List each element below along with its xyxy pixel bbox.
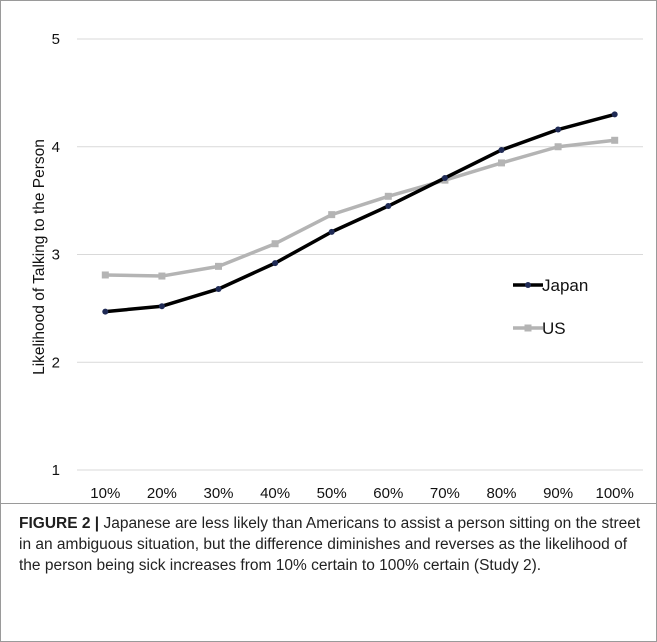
caption-divider: [1, 503, 656, 504]
y-axis-ticks: 1 2 3 4 5: [52, 31, 60, 479]
figure-label: FIGURE 2 |: [19, 515, 100, 532]
y-axis-title: Likelihood of Talking to the Person: [31, 139, 48, 375]
data-point-japan: [215, 285, 222, 292]
data-point-us: [158, 272, 166, 280]
x-tick-label: 40%: [260, 485, 290, 501]
data-point-japan: [158, 303, 165, 310]
data-point-japan: [102, 308, 109, 315]
legend-item-japan: Japan: [513, 276, 588, 295]
legend-marker-us: [524, 324, 532, 332]
series-japan: [102, 111, 618, 315]
y-tick-label: 4: [52, 139, 60, 156]
legend-label-us: US: [542, 319, 566, 338]
legend-item-us: US: [513, 319, 566, 338]
data-point-us: [101, 271, 109, 279]
data-point-us: [611, 136, 619, 144]
legend-label-japan: Japan: [542, 276, 588, 295]
data-point-japan: [385, 203, 392, 210]
y-tick-label: 5: [52, 31, 60, 48]
x-tick-label: 80%: [486, 485, 516, 501]
x-tick-label: 50%: [317, 485, 347, 501]
x-tick-label: 30%: [203, 485, 233, 501]
data-point-japan: [555, 126, 562, 133]
data-point-us: [384, 192, 392, 200]
x-tick-label: 10%: [90, 485, 120, 501]
series-line-us: [105, 138, 615, 278]
series-us: [101, 136, 619, 280]
line-chart: 1 2 3 4 5 10% 20% 30% 40% 50% 60% 70% 80% 90% 100% Li…: [31, 31, 643, 501]
x-tick-label: 100%: [596, 485, 634, 501]
figure-caption: FIGURE 2 | Japanese are less likely than…: [19, 513, 644, 576]
data-point-japan: [328, 228, 335, 235]
data-point-japan: [272, 260, 279, 267]
data-point-us: [328, 211, 336, 219]
data-point-japan: [611, 111, 618, 118]
gridlines: [77, 38, 643, 471]
data-point-us: [215, 262, 222, 270]
data-point-japan: [498, 146, 505, 153]
x-tick-label: 70%: [430, 485, 460, 501]
legend: Japan US: [513, 276, 588, 338]
x-tick-label: 90%: [543, 485, 573, 501]
y-tick-label: 2: [52, 354, 60, 371]
data-point-us: [271, 240, 279, 248]
series-layer: [101, 111, 619, 315]
x-axis-ticks: 10% 20% 30% 40% 50% 60% 70% 80% 90% 100%: [90, 485, 634, 501]
data-point-japan: [441, 174, 448, 181]
series-line-japan: [105, 112, 616, 314]
y-tick-label: 1: [52, 462, 60, 479]
legend-marker-japan: [525, 282, 531, 288]
x-tick-label: 60%: [373, 485, 403, 501]
y-tick-label: 3: [52, 247, 60, 264]
data-point-us: [498, 159, 505, 167]
caption-text: Japanese are less likely than Americans …: [19, 515, 641, 574]
x-tick-label: 20%: [147, 485, 177, 501]
data-point-us: [554, 143, 562, 151]
